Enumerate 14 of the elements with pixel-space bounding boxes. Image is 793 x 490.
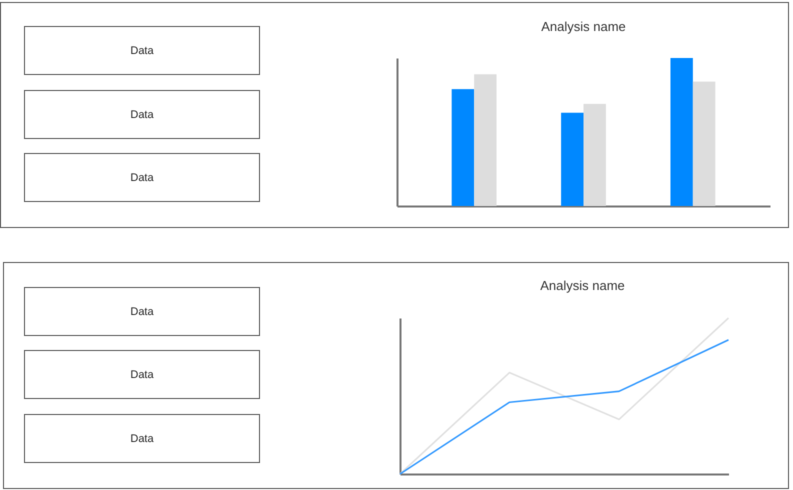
bar bbox=[670, 58, 693, 206]
text: Data bbox=[24, 287, 260, 336]
text: Data bbox=[24, 350, 260, 399]
bar bbox=[692, 82, 716, 206]
text: Data bbox=[24, 153, 260, 202]
text: Data bbox=[24, 90, 260, 139]
bar bbox=[474, 74, 497, 206]
chart-title: Analysis name bbox=[541, 19, 626, 34]
text: Data bbox=[24, 414, 260, 463]
text: Data bbox=[24, 26, 260, 75]
bar bbox=[561, 112, 584, 206]
bar bbox=[584, 104, 606, 206]
bar bbox=[452, 89, 474, 206]
chart-title: Analysis name bbox=[540, 278, 625, 294]
